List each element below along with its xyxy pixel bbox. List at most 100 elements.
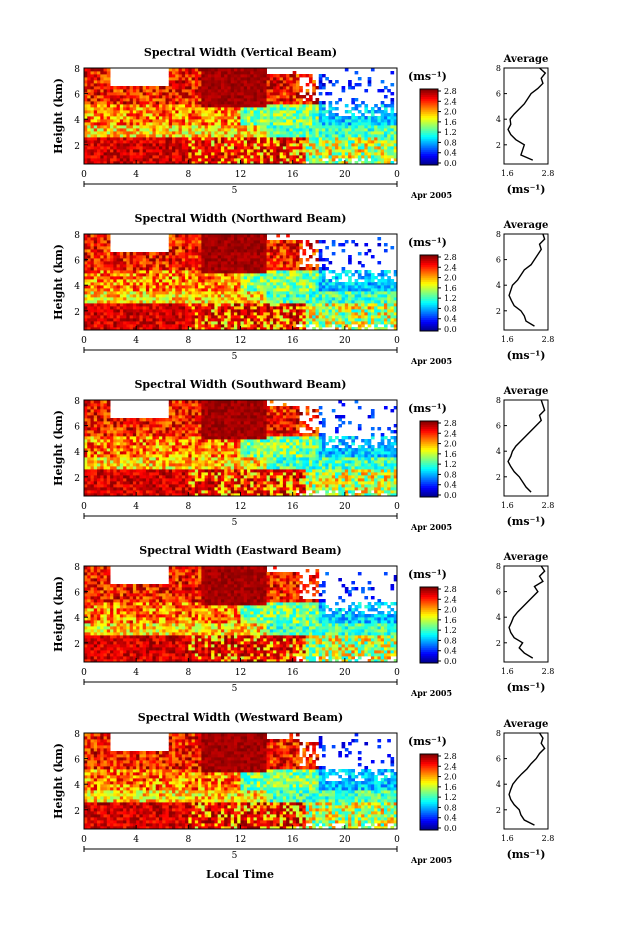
colorbar-tick-label: 0.0 [444,325,457,334]
y-tick-label: 8 [74,65,80,75]
colorbar-tick-label: 2.0 [444,773,457,782]
average-unit-label: (ms⁻¹) [507,183,546,196]
colorbar-tick-label: 0.0 [444,824,457,833]
average-frame [504,733,548,829]
average-y-tick-label: 6 [496,755,501,764]
average-y-tick-label: 8 [496,396,501,405]
panel-2: Spectral Width (Northward Beam)2468Heigh… [52,212,554,366]
colorbar-tick-label: 1.2 [444,128,457,137]
x-tick-label: 0 [394,668,400,678]
y-tick-label: 8 [74,730,80,740]
colorbar-tick-label: 0.0 [444,159,457,168]
x-tick-label: 16 [287,336,299,346]
colorbar-tick-label: 2.0 [444,606,457,615]
x-tick-label: 0 [394,170,400,180]
average-x-tick-label: 2.8 [542,834,555,843]
average-title: Average [503,552,549,563]
x-tick-label: 12 [235,336,246,346]
average-unit-label: (ms⁻¹) [507,681,546,694]
heatmap-cells [84,400,397,496]
average-x-tick-label: 2.8 [542,169,555,178]
colorbar-tick-label: 1.6 [444,118,457,127]
y-axis-label: Height (km) [52,244,65,320]
colorbar-tick-label: 2.4 [444,762,457,771]
heatmap-cells [84,234,397,330]
x-tick-label: 16 [287,835,299,845]
y-tick-label: 4 [74,116,80,126]
average-unit-label: (ms⁻¹) [507,848,546,861]
colorbar-tick-label: 0.0 [444,657,457,666]
average-y-tick-label: 4 [496,780,501,789]
colorbar: 0.00.40.81.21.62.02.42.8 [420,253,457,334]
average-x-tick-label: 1.6 [501,834,514,843]
average-y-tick-label: 2 [496,639,501,648]
x-tick-label: 0 [394,336,400,346]
x-tick-label: 0 [81,502,87,512]
y-axis-label: Height (km) [52,576,65,652]
y-tick-label: 2 [74,807,80,817]
heatmap-cells [84,68,397,164]
x-tick-label: 0 [394,502,400,512]
x-tick-label: 8 [185,336,191,346]
colorbar-tick-label: 1.2 [444,793,457,802]
colorbar-tick-label: 0.8 [444,138,457,147]
average-y-tick-label: 8 [496,230,501,239]
average-title: Average [503,386,549,397]
day-label: 5 [232,186,238,196]
colorbar-tick-label: 2.8 [444,585,457,594]
average-x-tick-label: 1.6 [501,335,514,344]
colorbar-tick-label: 2.4 [444,97,457,106]
y-tick-label: 6 [74,756,80,766]
heatmap-cells [84,733,397,829]
heatmap-cells [84,566,397,662]
colorbar-tick-label: 0.8 [444,304,457,313]
average-x-tick-label: 2.8 [542,335,555,344]
y-tick-label: 6 [74,423,80,433]
x-tick-label: 12 [235,170,246,180]
average-y-tick-label: 2 [496,141,501,150]
colorbar-tick-label: 0.8 [444,470,457,479]
colorbar-tick-label: 2.8 [444,87,457,96]
average-y-tick-label: 8 [496,562,501,571]
panel-title: Spectral Width (Vertical Beam) [144,46,337,59]
average-y-tick-label: 4 [496,613,501,622]
y-tick-label: 6 [74,91,80,101]
colorbar: 0.00.4 0.81.21.62.0 2.42.8 [420,87,457,168]
x-tick-label: 0 [81,835,87,845]
average-frame [504,566,548,662]
day-label: 5 [232,684,238,694]
average-y-tick-label: 8 [496,64,501,73]
average-y-tick-label: 2 [496,806,501,815]
average-unit-label: (ms⁻¹) [507,349,546,362]
colorbar-tick-label: 0.4 [444,149,457,158]
average-y-tick-label: 4 [496,115,501,124]
colorbar-tick-label: 1.6 [444,783,457,792]
y-tick-label: 4 [74,282,80,292]
y-tick-label: 4 [74,614,80,624]
date-label: Apr 2005 [410,190,452,200]
date-label: Apr 2005 [410,356,452,366]
x-tick-label: 20 [339,336,351,346]
colorbar-tick-label: 0.4 [444,481,457,490]
colorbar-unit: (ms⁻¹) [408,735,447,748]
colorbar-tick-label: 2.0 [444,108,457,117]
y-tick-label: 2 [74,640,80,650]
average-x-tick-label: 1.6 [501,501,514,510]
panel-title: Spectral Width (Southward Beam) [134,378,346,391]
y-axis-label: Height (km) [52,743,65,819]
colorbar-unit: (ms⁻¹) [408,70,447,83]
x-tick-label: 0 [81,170,87,180]
colorbar: 0.00.40.81.21.62.02.42.8 [420,419,457,500]
x-tick-label: 16 [287,170,299,180]
average-y-tick-label: 6 [496,588,501,597]
x-tick-label: 12 [235,502,246,512]
x-tick-label: 8 [185,170,191,180]
x-tick-label: 4 [133,668,139,678]
average-x-tick-label: 2.8 [542,667,555,676]
day-label: 5 [232,518,238,528]
x-tick-label: 4 [133,336,139,346]
